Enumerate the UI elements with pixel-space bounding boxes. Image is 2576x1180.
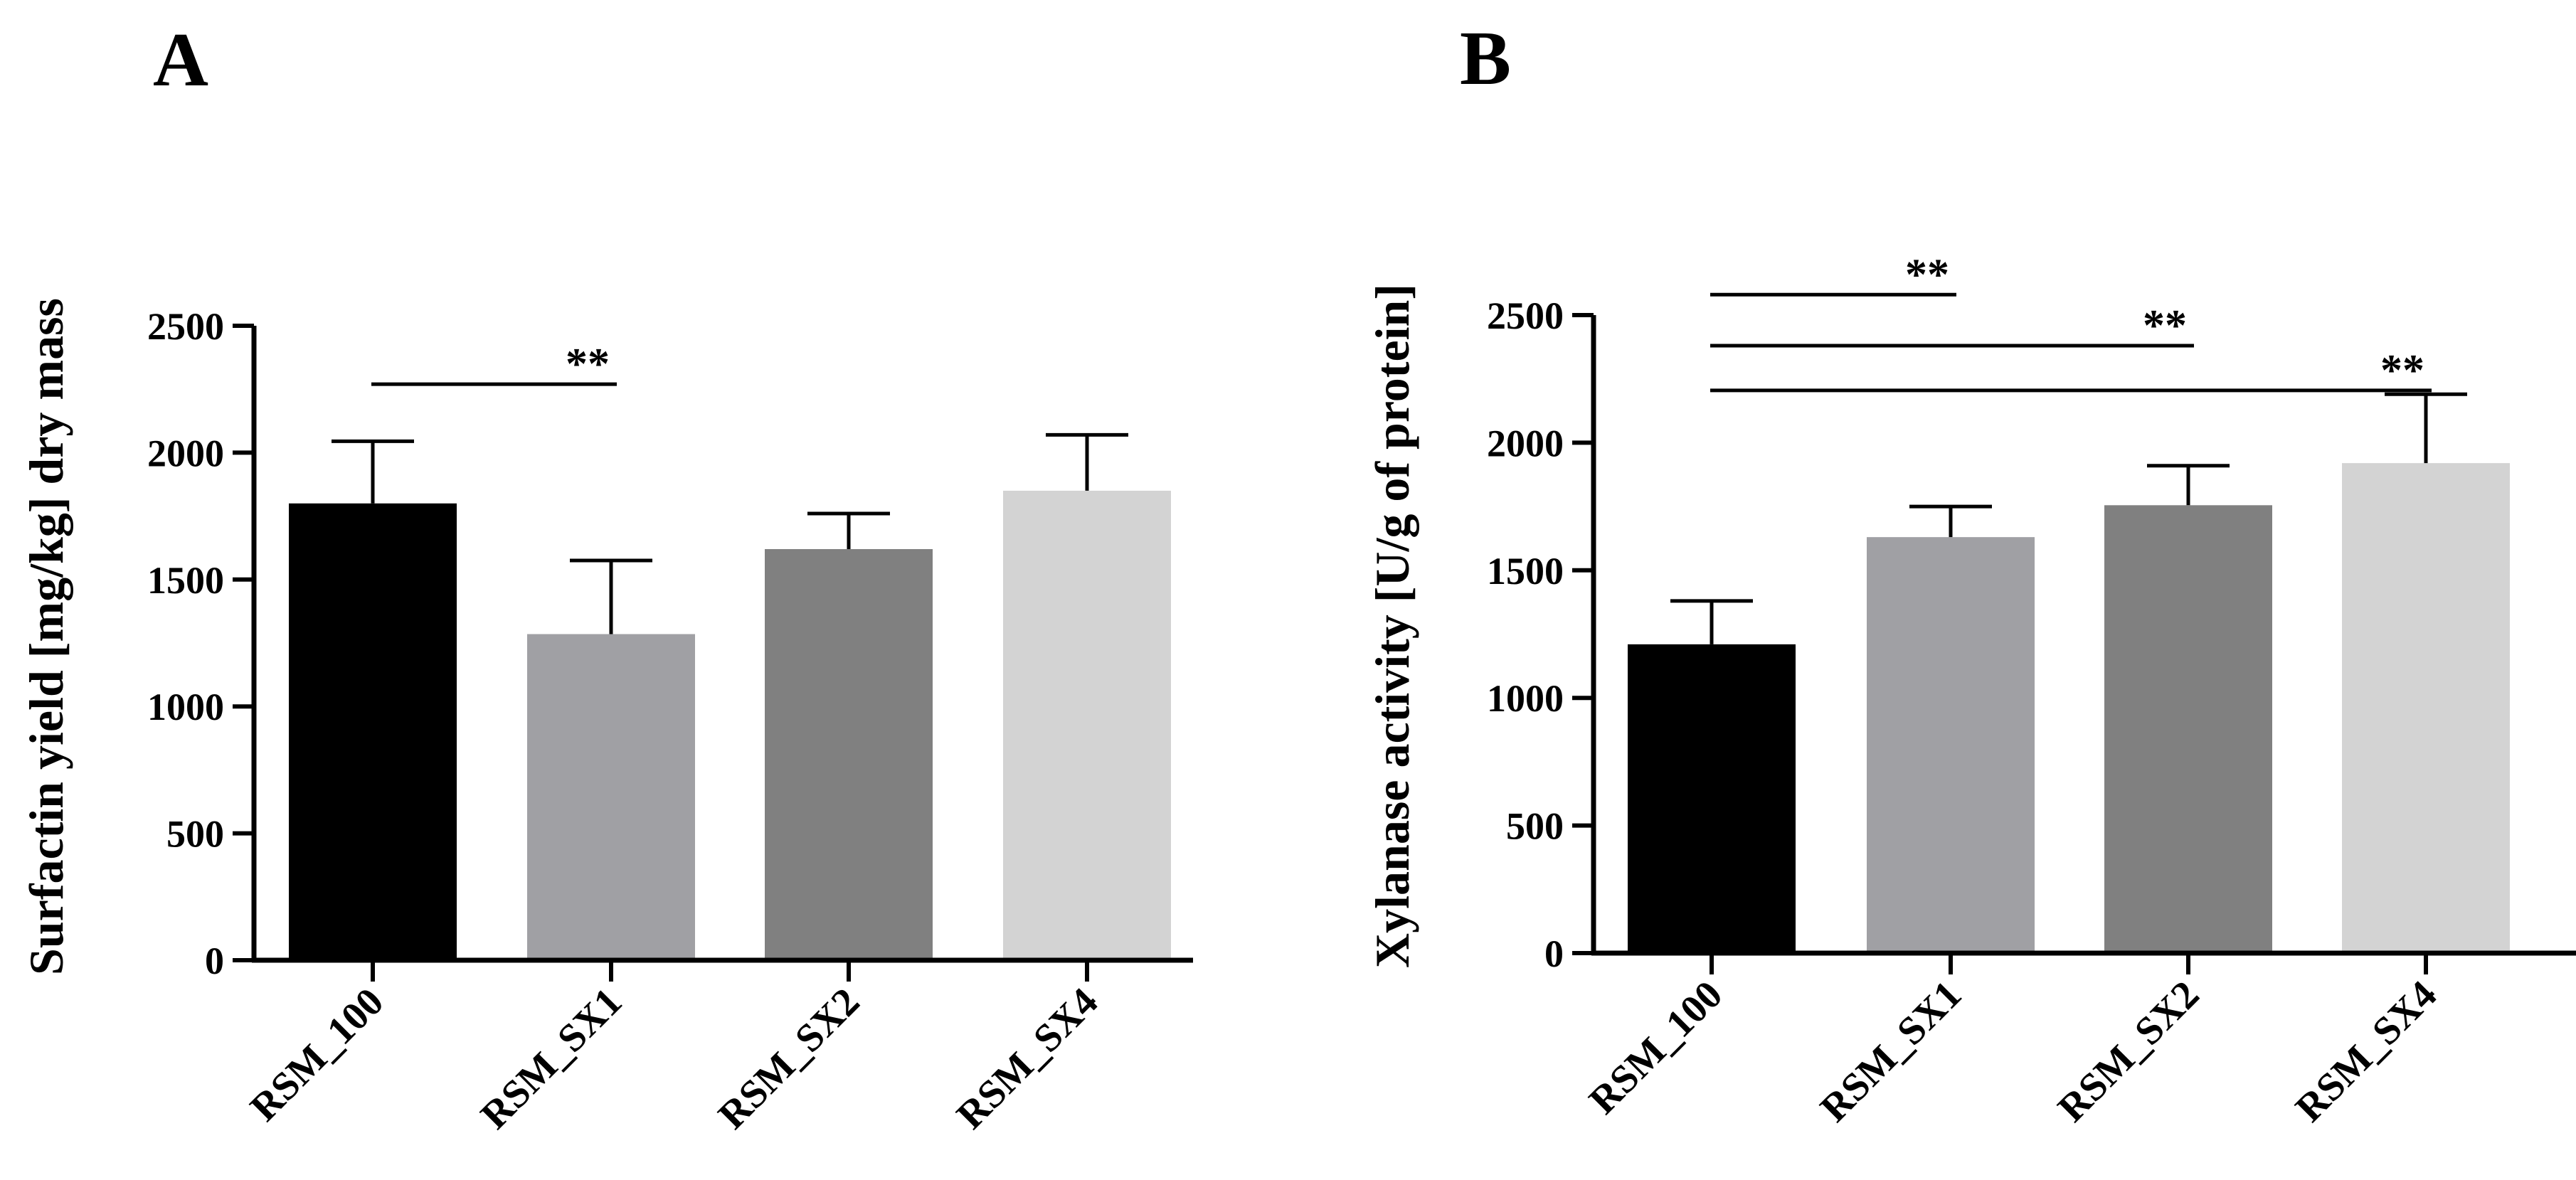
y-tick-label-a-500: 500 [166, 813, 224, 856]
significance-label-a-1: ** [566, 340, 610, 388]
y-tick-label-b-500: 500 [1506, 805, 1564, 848]
significance-label-b-2: ** [2143, 302, 2187, 350]
bar-a-2 [527, 634, 695, 960]
bar-b-1 [1628, 644, 1796, 953]
bar-a-1 [289, 503, 457, 960]
y-tick-label-b-1000: 1000 [1487, 677, 1564, 720]
y-tick-label-b-2000: 2000 [1487, 422, 1564, 464]
significance-label-b-1: ** [1905, 250, 1949, 299]
y-tick-label-b-1500: 1500 [1487, 550, 1564, 592]
y-tick-label-b-2500: 2500 [1487, 294, 1564, 337]
y-axis-title-b: Xylanase activity [U/g of protein] [1365, 284, 1419, 968]
y-tick-label-a-1500: 1500 [147, 559, 224, 602]
bar-b-3 [2104, 505, 2272, 953]
bar-b-2 [1867, 537, 2035, 953]
bar-b-4 [2342, 463, 2510, 953]
significance-label-b-3: ** [2380, 346, 2424, 395]
y-axis-title-a: Surfactin yield [mg/kg] dry mass [19, 298, 73, 975]
bar-a-3 [765, 548, 933, 960]
bar-a-4 [1003, 490, 1171, 960]
y-tick-label-a-1000: 1000 [147, 686, 224, 728]
y-tick-label-b-0: 0 [1544, 932, 1564, 975]
y-tick-label-a-0: 0 [205, 940, 224, 982]
y-tick-label-a-2500: 2500 [147, 305, 224, 348]
y-tick-label-a-2000: 2000 [147, 432, 224, 474]
panel-a-label: A [153, 18, 208, 102]
panel-b-label: B [1460, 16, 1511, 101]
